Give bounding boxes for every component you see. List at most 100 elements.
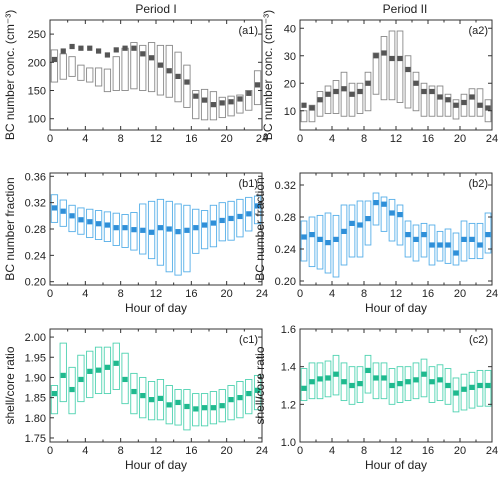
box-c2-16 xyxy=(428,366,436,403)
median-marker-b1-6 xyxy=(104,222,111,228)
median-marker-c2-10 xyxy=(381,375,387,381)
box-b2-0 xyxy=(300,220,308,262)
median-marker-c2-7 xyxy=(357,381,363,387)
median-marker-b2-2 xyxy=(317,236,323,242)
median-marker-b2-21 xyxy=(469,236,475,242)
box-b1-15 xyxy=(183,204,191,273)
y-tick-label-c1-4: 1.95 xyxy=(25,352,46,364)
box-b1-0 xyxy=(50,194,59,223)
median-marker-c1-22 xyxy=(246,390,252,397)
box-a2-20 xyxy=(460,93,468,117)
box-c2-2 xyxy=(316,362,324,400)
median-marker-a1-19 xyxy=(219,100,225,106)
box-b1-23 xyxy=(253,195,262,225)
box-c2-8 xyxy=(364,354,372,394)
panel-label-b2: (b2) xyxy=(468,178,488,190)
median-marker-a1-0 xyxy=(51,56,58,63)
box-a2-18 xyxy=(444,93,452,117)
median-marker-a1-18 xyxy=(210,102,217,108)
box-b2-21 xyxy=(468,222,476,260)
x-tick-label-a1-24: 24 xyxy=(256,133,268,145)
median-marker-b1-7 xyxy=(113,225,119,231)
y-tick-label-c2-1: 1.2 xyxy=(281,399,296,411)
median-marker-a2-9 xyxy=(373,53,379,59)
box-c2-23 xyxy=(484,369,492,407)
median-marker-a1-20 xyxy=(228,99,234,105)
median-marker-b2-17 xyxy=(437,242,443,248)
panel-label-b1: (b1) xyxy=(238,178,258,190)
median-marker-a2-6 xyxy=(349,91,355,97)
median-marker-a2-21 xyxy=(469,94,475,100)
median-marker-a2-17 xyxy=(437,94,443,100)
median-marker-b2-19 xyxy=(453,250,459,256)
box-c2-9 xyxy=(372,362,380,400)
median-marker-a2-23 xyxy=(485,105,491,111)
box-a2-6 xyxy=(348,82,356,117)
box-c2-7 xyxy=(356,366,364,403)
y-tick-label-a1-2: 200 xyxy=(28,57,46,69)
box-c1-0 xyxy=(50,385,59,415)
median-marker-c2-14 xyxy=(413,377,419,383)
median-marker-c1-20 xyxy=(228,397,234,403)
y-tick-label-b1-4: 0.36 xyxy=(25,171,46,183)
box-b2-22 xyxy=(476,222,484,260)
box-a2-17 xyxy=(436,85,444,117)
box-b2-2 xyxy=(316,214,324,270)
median-marker-a2-7 xyxy=(357,88,363,95)
median-marker-b1-2 xyxy=(69,213,75,219)
median-marker-a1-23 xyxy=(254,82,261,88)
y-tick-label-a2-2: 30 xyxy=(284,51,296,63)
box-c1-23 xyxy=(253,374,262,411)
median-marker-b1-11 xyxy=(148,229,155,235)
median-marker-c1-7 xyxy=(113,360,119,366)
median-marker-c2-22 xyxy=(477,382,483,389)
box-b1-10 xyxy=(139,203,147,255)
y-axis-label-a1: BC number conc. (cm⁻³) xyxy=(3,10,17,140)
y-tick-label-c2-2: 1.4 xyxy=(281,362,296,374)
box-c1-14 xyxy=(174,389,182,426)
box-c2-12 xyxy=(396,366,404,403)
median-marker-c1-11 xyxy=(148,397,155,403)
box-a2-0 xyxy=(300,110,308,123)
box-c1-19 xyxy=(218,389,226,423)
x-tick-label-c1-20: 20 xyxy=(221,445,233,457)
x-tick-label-b1-0: 0 xyxy=(47,288,53,300)
median-marker-a1-7 xyxy=(113,47,119,53)
median-marker-a1-5 xyxy=(95,48,102,54)
median-marker-b1-10 xyxy=(140,227,146,233)
box-b1-5 xyxy=(94,210,103,240)
median-marker-a2-16 xyxy=(429,88,435,95)
box-c2-6 xyxy=(348,366,356,405)
median-marker-c2-9 xyxy=(373,375,379,381)
box-a1-16 xyxy=(192,90,200,120)
x-tick-label-a1-4: 4 xyxy=(82,133,88,145)
axes-frame-c2 xyxy=(299,328,493,443)
box-c2-4 xyxy=(332,354,340,396)
median-marker-b1-18 xyxy=(210,220,217,226)
x-tick-label-b2-8: 8 xyxy=(361,288,367,300)
x-tick-label-b2-0: 0 xyxy=(297,288,303,300)
median-marker-a2-19 xyxy=(453,102,459,108)
y-tick-label-a1-1: 150 xyxy=(28,86,46,98)
box-c2-17 xyxy=(436,364,444,402)
box-b1-22 xyxy=(245,196,253,232)
median-marker-b1-9 xyxy=(131,227,137,233)
median-marker-a1-3 xyxy=(78,45,84,51)
median-marker-c2-15 xyxy=(421,371,427,377)
box-a2-12 xyxy=(396,30,404,103)
x-tick-label-b2-4: 4 xyxy=(329,288,335,300)
box-a2-8 xyxy=(364,71,372,112)
median-marker-a2-5 xyxy=(341,86,347,92)
box-b1-9 xyxy=(130,212,138,251)
median-marker-b2-23 xyxy=(485,232,491,238)
y-axis-label-b1: BC number fraction xyxy=(3,177,17,280)
median-marker-c1-4 xyxy=(87,368,93,374)
box-a2-21 xyxy=(468,88,476,117)
median-marker-b2-3 xyxy=(325,240,331,246)
median-marker-c2-4 xyxy=(333,371,339,377)
x-tick-label-c2-12: 12 xyxy=(390,445,402,457)
x-tick-label-c1-8: 8 xyxy=(118,445,124,457)
box-c1-5 xyxy=(94,346,103,395)
y-tick-label-c1-3: 1.90 xyxy=(25,372,46,384)
median-marker-c2-6 xyxy=(349,382,355,389)
